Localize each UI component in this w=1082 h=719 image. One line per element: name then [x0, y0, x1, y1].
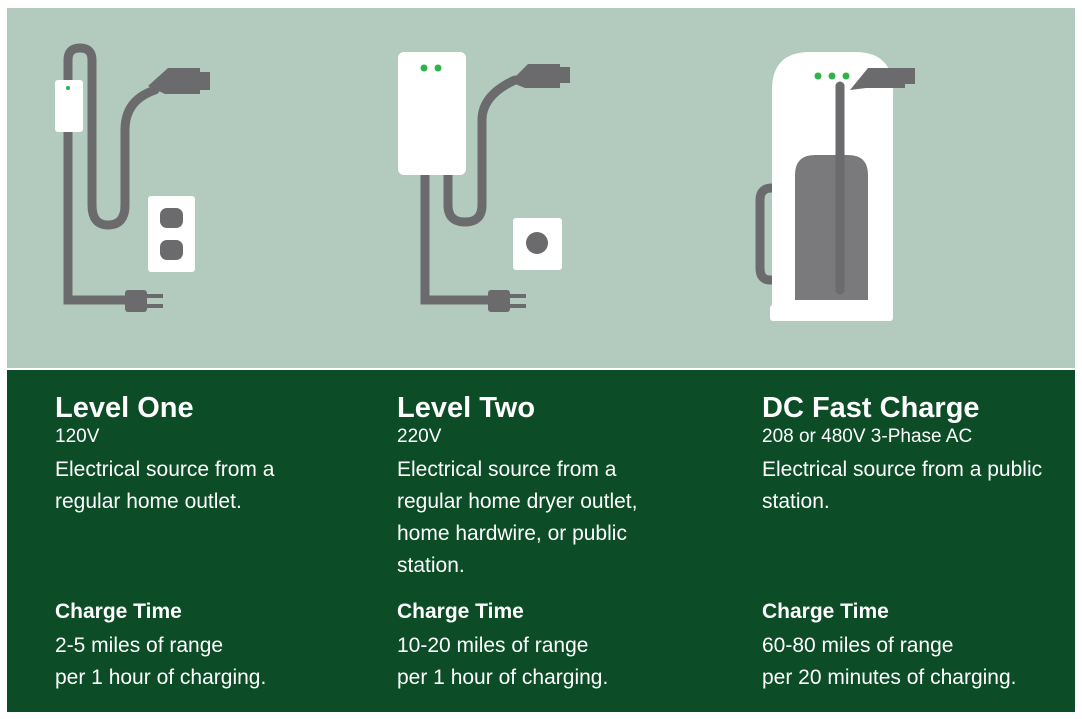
- description: Electrical source from a public station.: [762, 454, 1062, 518]
- charge-time-label: Charge Time: [55, 598, 182, 626]
- voltage: 220V: [397, 426, 677, 448]
- charge-time-line: per 20 minutes of charging.: [762, 662, 1016, 694]
- page: Level One120V Electrical source from a re…: [0, 0, 1082, 719]
- charge-time-line: per 1 hour of charging.: [397, 662, 608, 694]
- illustration-band: [7, 8, 1075, 368]
- voltage: 208 or 480V 3-Phase AC: [762, 426, 1062, 448]
- level-title: DC Fast Charge: [762, 390, 1062, 426]
- level-title: Level Two: [397, 390, 677, 426]
- charge-time-line: 2-5 miles of range: [55, 630, 266, 662]
- description: Electrical source from a regular home ou…: [55, 454, 330, 518]
- illustrations: [7, 8, 1075, 368]
- charge-time-line: 60-80 miles of range: [762, 630, 1016, 662]
- charge-time-label: Charge Time: [397, 598, 524, 626]
- level-title: Level One: [55, 390, 330, 426]
- charge-time-line: per 1 hour of charging.: [55, 662, 266, 694]
- charge-time-label: Charge Time: [762, 598, 889, 626]
- charge-time-line: 10-20 miles of range: [397, 630, 608, 662]
- voltage: 120V: [55, 426, 330, 448]
- description: Electrical source from a regular home dr…: [397, 454, 677, 582]
